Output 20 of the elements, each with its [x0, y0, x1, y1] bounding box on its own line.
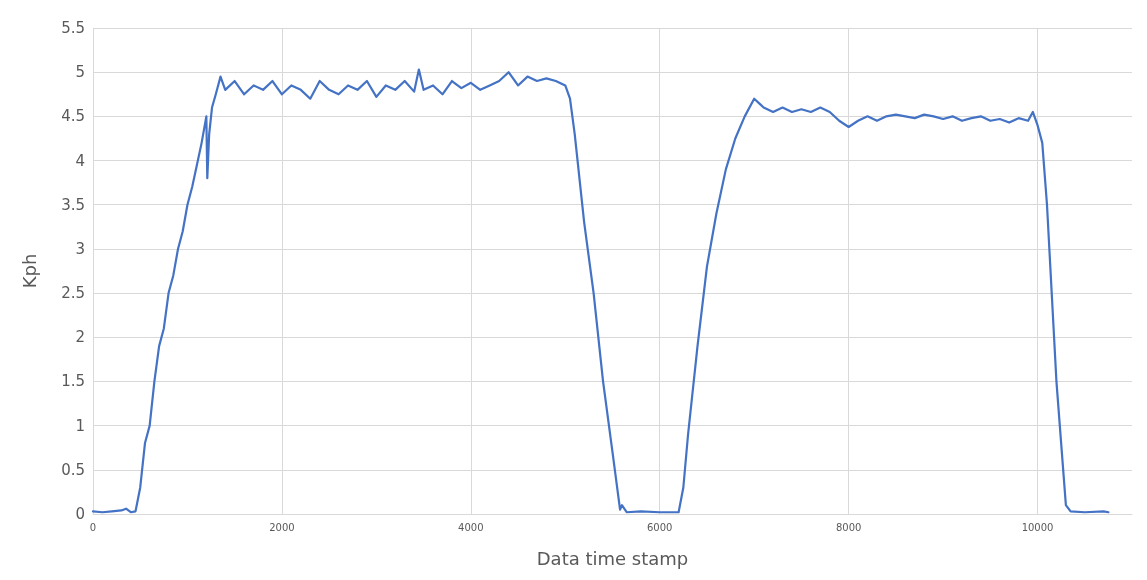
x-tick-label: 8000 [835, 521, 862, 533]
y-tick-label: 4.5 [61, 107, 85, 126]
y-tick-label: 3 [75, 239, 85, 258]
y-tick-label: 2 [75, 328, 85, 347]
y-tick-label: 5 [75, 63, 85, 82]
y-axis-title: Kph [18, 253, 40, 289]
line-series [91, 68, 1110, 514]
y-tick-label: 0.5 [61, 460, 85, 479]
y-tick-label: 2.5 [61, 284, 85, 303]
x-tick-label: 6000 [647, 521, 673, 533]
x-tick-label: 0 [89, 521, 97, 533]
x-tick-label: 2000 [269, 521, 295, 533]
x-tick-label: 4000 [458, 521, 484, 533]
y-tick-label: 4 [75, 151, 85, 170]
x-axis-title: Data time stamp [536, 547, 689, 569]
x-tick-label: 10000 [1021, 521, 1054, 533]
y-tick-label: 3.5 [61, 195, 85, 214]
y-tick-label: 1.5 [61, 372, 85, 391]
y-tick-label: 5.5 [61, 19, 85, 37]
y-tick-label: 1 [75, 416, 85, 435]
